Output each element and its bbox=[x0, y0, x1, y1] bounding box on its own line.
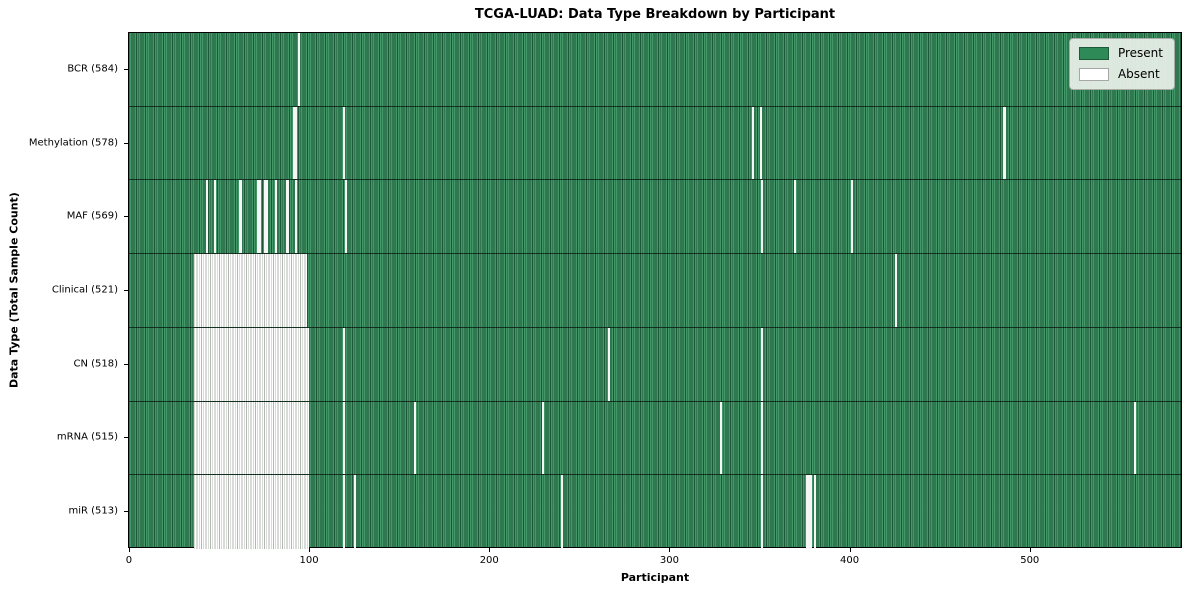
absent-cells bbox=[894, 254, 897, 327]
absent-cells bbox=[193, 254, 308, 327]
legend-item-present: Present bbox=[1078, 46, 1163, 60]
absent-cells bbox=[298, 33, 301, 106]
heatmap-row-mRNA bbox=[129, 401, 1181, 476]
absent-cells bbox=[806, 475, 812, 549]
absent-cells bbox=[608, 327, 611, 401]
absent-cells bbox=[285, 180, 290, 254]
absent-cells bbox=[206, 180, 209, 254]
x-tick-mark bbox=[489, 548, 491, 552]
legend-item-absent: Absent bbox=[1078, 67, 1163, 81]
x-axis: 0 100 200 300 400 500 bbox=[125, 548, 1182, 574]
x-tick-mark bbox=[849, 548, 851, 552]
legend-swatch-absent bbox=[1078, 67, 1109, 81]
absent-cells bbox=[851, 180, 854, 254]
y-tick-mark bbox=[124, 68, 128, 70]
absent-cells bbox=[343, 327, 346, 401]
x-tick-mark bbox=[128, 548, 130, 552]
x-tick-label-300: 300 bbox=[659, 555, 679, 566]
chart-title: TCGA-LUAD: Data Type Breakdown by Partic… bbox=[474, 7, 836, 22]
absent-cells bbox=[292, 106, 297, 180]
legend-swatch-present bbox=[1078, 46, 1109, 60]
absent-cells bbox=[354, 475, 357, 549]
absent-cells bbox=[345, 180, 348, 254]
y-tick-label-miR: miR (513) bbox=[68, 505, 118, 517]
heatmap-row-BCR bbox=[129, 33, 1181, 107]
heatmap-row-miR bbox=[129, 475, 1181, 549]
absent-cells bbox=[238, 180, 243, 254]
absent-cells bbox=[413, 401, 416, 475]
absent-cells bbox=[759, 106, 762, 180]
absent-cells bbox=[541, 401, 544, 475]
y-tick-label-Clinical: Clinical (521) bbox=[51, 284, 118, 296]
y-tick-label-Methylation: Methylation (578) bbox=[28, 137, 118, 149]
y-tick-mark bbox=[124, 216, 128, 218]
legend: Present Absent bbox=[1068, 38, 1175, 90]
absent-cells bbox=[294, 180, 297, 254]
legend-label: Absent bbox=[1117, 67, 1160, 81]
x-tick-label-200: 200 bbox=[479, 555, 499, 566]
absent-cells bbox=[193, 475, 310, 549]
x-tick-mark bbox=[309, 548, 311, 552]
absent-cells bbox=[1134, 401, 1137, 475]
y-tick-mark bbox=[124, 511, 128, 513]
heatmap-row-MAF bbox=[129, 180, 1181, 255]
absent-cells bbox=[793, 180, 796, 254]
x-tick-label-400: 400 bbox=[840, 555, 860, 566]
heatmap-row-Clinical bbox=[129, 254, 1181, 328]
absent-cells bbox=[193, 401, 310, 475]
absent-cells bbox=[274, 180, 277, 254]
absent-cells bbox=[761, 401, 764, 475]
x-tick-mark bbox=[1029, 548, 1031, 552]
y-tick-mark bbox=[124, 142, 128, 144]
absent-cells bbox=[761, 180, 764, 254]
y-tick-label-MAF: MAF (569) bbox=[66, 210, 118, 222]
y-tick-label-mRNA: mRNA (515) bbox=[56, 431, 118, 443]
absent-cells bbox=[213, 180, 216, 254]
y-tick-mark bbox=[124, 363, 128, 365]
absent-cells bbox=[343, 475, 346, 549]
plot-area bbox=[128, 32, 1182, 549]
absent-cells bbox=[264, 180, 268, 254]
heatmap-row-CN bbox=[129, 327, 1181, 402]
absent-cells bbox=[719, 401, 722, 475]
absent-cells bbox=[761, 327, 764, 401]
legend-label: Present bbox=[1117, 46, 1163, 60]
absent-cells bbox=[193, 327, 310, 401]
absent-cells bbox=[561, 475, 564, 549]
x-tick-label-0: 0 bbox=[125, 555, 133, 566]
y-tick-mark bbox=[124, 290, 128, 291]
absent-cells bbox=[813, 475, 816, 549]
absent-cells bbox=[343, 401, 346, 475]
y-tick-label-BCR: BCR (584) bbox=[67, 63, 118, 75]
x-axis-label: Participant bbox=[620, 571, 690, 584]
absent-cells bbox=[343, 106, 346, 180]
x-tick-label-100: 100 bbox=[299, 555, 319, 566]
y-tick-mark bbox=[124, 437, 128, 439]
x-tick-mark bbox=[669, 548, 671, 552]
absent-cells bbox=[256, 180, 261, 254]
absent-cells bbox=[761, 475, 764, 549]
y-axis: BCR (584) Methylation (578) MAF (569) Clini… bbox=[0, 32, 128, 548]
y-tick-label-CN: CN (518) bbox=[73, 358, 118, 370]
absent-cells bbox=[1002, 106, 1007, 180]
heatmap-row-Methylation bbox=[129, 106, 1181, 181]
absent-cells bbox=[752, 106, 755, 180]
x-tick-label-500: 500 bbox=[1020, 555, 1040, 566]
